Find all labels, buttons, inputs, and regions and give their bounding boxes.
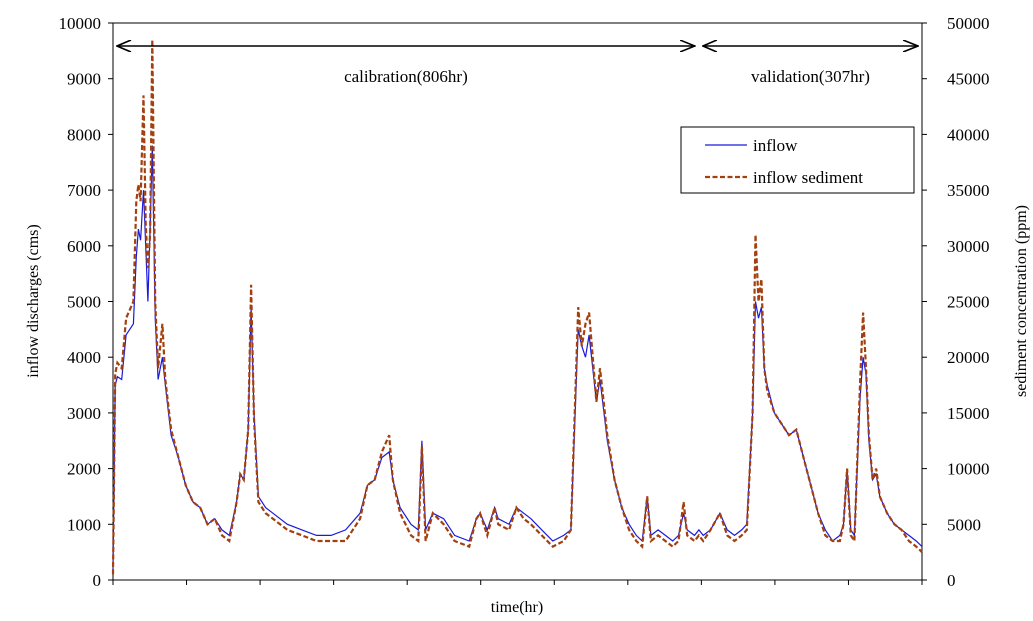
y-tick-label: 8000 (67, 125, 101, 144)
y2-tick-label: 10000 (947, 460, 990, 479)
x-axis (112, 580, 923, 585)
period-label: calibration(806hr) (344, 67, 468, 86)
plot-area (112, 22, 923, 581)
period-label: validation(307hr) (751, 67, 870, 86)
y-tick-label: 0 (93, 571, 102, 590)
y2-tick-label: 30000 (947, 237, 990, 256)
left-axis: 0 1000 2000 3000 4000 5000 6000 7000 8000 9000 100… (59, 14, 113, 590)
y2-tick-label: 5000 (947, 515, 981, 534)
y2-tick-label: 0 (947, 571, 956, 590)
y-tick-label: 4000 (67, 348, 101, 367)
legend-label-inflow: inflow (753, 136, 798, 155)
legend: inflow inflow sediment (680, 126, 915, 194)
legend-box (680, 126, 915, 194)
y2-tick-label: 35000 (947, 181, 990, 200)
series-line-inflow-sediment (111, 39, 923, 575)
y-tick-label: 7000 (67, 181, 101, 200)
y2-tick-label: 25000 (947, 293, 990, 312)
y2-tick-label: 50000 (947, 14, 990, 33)
y2-tick-label: 20000 (947, 348, 990, 367)
x-axis-title: time(hr) (491, 599, 543, 616)
y-tick-label: 6000 (67, 237, 101, 256)
y2-tick-label: 15000 (947, 404, 990, 423)
y-tick-label: 1000 (67, 515, 101, 534)
y-tick-label: 2000 (67, 460, 101, 479)
y-tick-label: 10000 (59, 14, 102, 33)
y2-tick-label: 40000 (947, 125, 990, 144)
y-axis-title: inflow discharges (cms) (25, 224, 42, 377)
period-annotations: calibration(806hr) validation(307hr) (117, 46, 918, 86)
legend-label-inflow-sediment: inflow sediment (753, 168, 863, 187)
y-tick-label: 5000 (67, 293, 101, 312)
y-tick-label: 3000 (67, 404, 101, 423)
y2-axis-title: sediment concentration (ppm) (1013, 205, 1030, 397)
y2-tick-label: 45000 (947, 70, 990, 89)
right-axis: 0 5000 10000 15000 20000 25000 30000 35000 40000… (922, 14, 990, 590)
y-tick-label: 9000 (67, 70, 101, 89)
